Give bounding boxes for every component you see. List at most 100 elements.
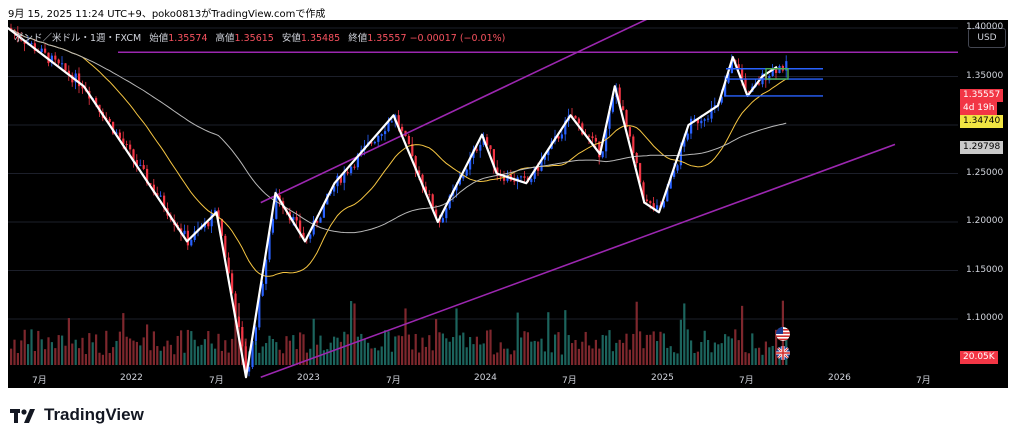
- candle-body: [108, 119, 111, 122]
- candle-body: [431, 194, 434, 210]
- tradingview-brand[interactable]: TradingView: [10, 404, 144, 426]
- volume-bar: [271, 339, 274, 365]
- symbol-name: ポンド／米ドル・1週・FXCM: [14, 33, 142, 44]
- candle-body: [142, 165, 145, 169]
- symbol-info: ポンド／米ドル・1週・FXCM 始値1.35574 高値1.35615 安値1.…: [14, 30, 505, 44]
- candle-body: [159, 195, 162, 197]
- candle-body: [574, 115, 577, 119]
- us-flag-icon[interactable]: [776, 327, 790, 341]
- candle-body: [591, 136, 594, 139]
- candle-body: [666, 188, 669, 202]
- candle-body: [129, 144, 132, 150]
- volume-bar: [516, 312, 519, 365]
- candle-body: [339, 175, 342, 183]
- volume-bar: [557, 332, 560, 365]
- candle-body: [577, 118, 580, 124]
- candle-body: [435, 209, 438, 219]
- volume-bar: [193, 339, 196, 365]
- candle-body: [135, 160, 138, 166]
- candle-body: [428, 194, 431, 196]
- candle-body: [190, 239, 193, 246]
- candle-body: [523, 176, 526, 178]
- volume-bar: [176, 335, 179, 365]
- time-tick-label: 7月: [739, 376, 754, 386]
- candle-body: [251, 341, 254, 368]
- volume-bar: [479, 344, 482, 365]
- volume-bar: [673, 352, 676, 365]
- volume-bar: [142, 337, 145, 365]
- volume-bar: [156, 346, 159, 365]
- candle-body: [489, 145, 492, 150]
- candle-body: [231, 273, 234, 294]
- volume-bar: [258, 352, 261, 365]
- volume-bar: [431, 350, 434, 365]
- volume-bar: [669, 346, 672, 365]
- candle-body: [642, 182, 645, 200]
- volume-bar: [639, 331, 642, 365]
- candle-body: [662, 201, 665, 208]
- candle-body: [564, 120, 567, 135]
- volume-bar: [84, 354, 87, 365]
- uk-flag-icon[interactable]: [776, 346, 790, 360]
- candle-body: [254, 327, 257, 342]
- candle-body: [707, 118, 710, 120]
- candle-body: [112, 121, 115, 134]
- volume-bar: [679, 319, 682, 365]
- volume-bar: [707, 340, 710, 365]
- candle-body: [411, 144, 414, 157]
- candle-body: [261, 283, 264, 296]
- volume-bar: [50, 342, 53, 365]
- time-tick-label: 2022: [120, 373, 143, 383]
- volume-bar: [152, 331, 155, 365]
- time-tick-label: 7月: [386, 376, 401, 386]
- candle-body: [581, 123, 584, 135]
- ma-fast-line: [10, 29, 787, 277]
- volume-bar: [356, 336, 359, 365]
- candle-body: [217, 210, 220, 220]
- volume-bar: [231, 338, 234, 365]
- volume-bar: [329, 342, 332, 365]
- candle-body: [78, 73, 81, 87]
- volume-bar: [101, 354, 104, 365]
- candle-body: [730, 60, 733, 74]
- candle-body: [479, 144, 482, 151]
- candle-body: [520, 176, 523, 178]
- volume-bar: [292, 335, 295, 365]
- candle-body: [356, 154, 359, 168]
- open-value: 1.35574: [168, 33, 208, 44]
- candle-body: [560, 134, 563, 139]
- volume-bar: [78, 348, 81, 365]
- volume-bar: [452, 336, 455, 365]
- candle-body: [353, 166, 356, 168]
- candle-body: [156, 193, 159, 197]
- volume-bar: [611, 351, 614, 365]
- volume-bar: [737, 340, 740, 365]
- time-tick-label: 2026: [828, 373, 851, 383]
- volume-bar: [108, 352, 111, 365]
- volume-bar: [61, 335, 64, 365]
- volume-bar: [217, 333, 220, 365]
- candle-body: [475, 149, 478, 151]
- currency-button[interactable]: USD: [968, 28, 1006, 48]
- candle-body: [299, 220, 302, 233]
- candle-body: [421, 174, 424, 187]
- candle-body: [778, 65, 781, 73]
- volume-bar: [394, 336, 397, 365]
- volume-bar: [54, 348, 57, 365]
- volume-bar: [30, 329, 33, 365]
- chart-canvas[interactable]: [8, 20, 1008, 388]
- volume-bar: [105, 330, 108, 365]
- volume-bar: [47, 337, 50, 365]
- candle-body: [465, 169, 468, 176]
- candle-body: [122, 138, 125, 145]
- volume-bar: [129, 338, 132, 365]
- volume-bar: [492, 354, 495, 365]
- volume-bar: [533, 340, 536, 365]
- volume-bar: [751, 333, 754, 365]
- candle-body: [319, 217, 322, 223]
- volume-bar: [319, 335, 322, 365]
- volume-bar: [57, 335, 60, 365]
- volume-bar: [390, 351, 393, 365]
- volume-bar: [40, 339, 43, 365]
- chart-panel[interactable]: ポンド／米ドル・1週・FXCM 始値1.35574 高値1.35615 安値1.…: [8, 20, 1008, 388]
